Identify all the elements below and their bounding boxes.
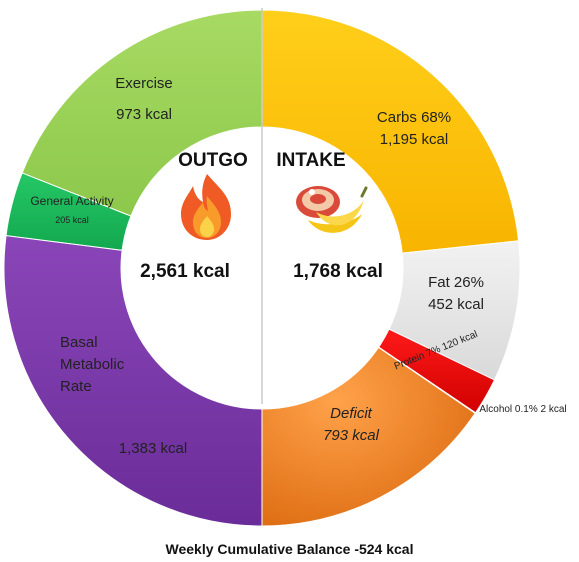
outgo-total: 2,561 kcal	[140, 261, 230, 282]
food-icon	[296, 186, 368, 233]
intake-header: INTAKE	[276, 150, 345, 171]
deficit-label-line: 793 kcal	[323, 427, 380, 444]
basal-label-line: Metabolic	[60, 356, 125, 373]
fat-label-line: 452 kcal	[428, 296, 484, 313]
carbs-label: Carbs 68% 1,195 kcal	[377, 109, 451, 148]
intake-total: 1,768 kcal	[293, 261, 383, 282]
basal-label-line: Rate	[60, 378, 92, 395]
general-label-line: 205 kcal	[55, 215, 89, 225]
basal-label-line: 1,383 kcal	[119, 440, 187, 457]
general-label-line: General Activity	[30, 194, 113, 208]
exercise-label-line: 973 kcal	[116, 106, 172, 123]
alcohol-label-line: Alcohol 0.1% 2 kcal	[479, 404, 566, 415]
fire-icon	[181, 174, 231, 240]
carbs-label-line: 1,195 kcal	[380, 131, 448, 148]
outgo-header: OUTGO	[178, 150, 248, 171]
exercise-label: Exercise 973 kcal	[115, 75, 173, 123]
exercise-segment	[21, 9, 263, 217]
deficit-label: Deficit 793 kcal	[323, 405, 380, 444]
footer-balance: Weekly Cumulative Balance -524 kcal	[165, 541, 414, 557]
alcohol-label: Alcohol 0.1% 2 kcal	[479, 404, 566, 415]
general-label: General Activity 205 kcal	[30, 194, 113, 225]
exercise-label-line: Exercise	[115, 75, 173, 92]
fat-label: Fat 26% 452 kcal	[428, 274, 484, 313]
fat-label-line: Fat 26%	[428, 274, 484, 291]
carbs-label-line: Carbs 68%	[377, 109, 451, 126]
deficit-label-line: Deficit	[330, 405, 373, 422]
basal-label: Basal Metabolic Rate 1,383 kcal	[60, 334, 187, 457]
basal-label-line: Basal	[60, 334, 98, 351]
